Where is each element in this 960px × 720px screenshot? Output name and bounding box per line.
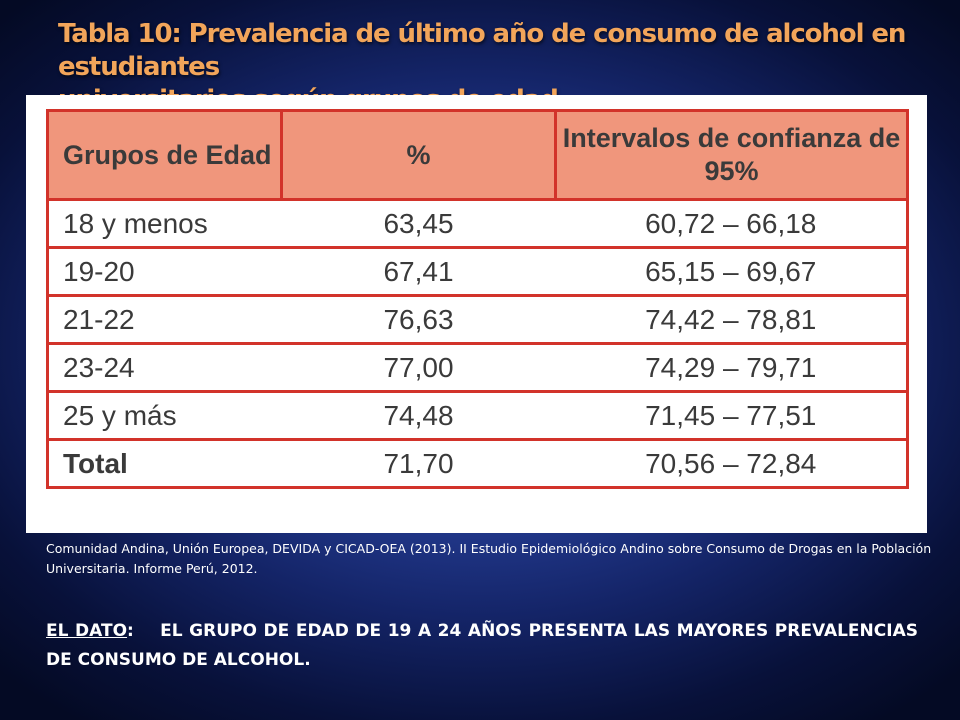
cell-interval: 74,29 – 79,71 <box>555 342 909 393</box>
cell-percent: 74,48 <box>281 390 556 441</box>
table-row: 19-20 67,41 65,15 – 69,67 <box>46 246 909 297</box>
cell-percent: 77,00 <box>281 342 556 393</box>
header-grupos-de-edad: Grupos de Edad <box>46 109 283 201</box>
table-header-row: Grupos de Edad % Intervalos de confianza… <box>46 109 909 201</box>
header-intervalos: Intervalos de confianza de 95% <box>554 109 909 201</box>
cell-group: 23-24 <box>46 342 282 393</box>
table-row: 23-24 77,00 74,29 – 79,71 <box>46 342 909 393</box>
table-image-panel: Grupos de Edad % Intervalos de confianza… <box>26 95 927 533</box>
cell-interval-total: 70,56 – 72,84 <box>555 438 909 489</box>
table-row: 18 y menos 63,45 60,72 – 66,18 <box>46 198 909 249</box>
cell-percent: 67,41 <box>281 246 556 297</box>
cell-group: 21-22 <box>46 294 282 345</box>
cell-percent: 63,45 <box>281 198 556 249</box>
cell-group-total: Total <box>46 438 282 489</box>
header-percent: % <box>280 109 557 201</box>
el-dato-text: EL GRUPO DE EDAD DE 19 A 24 AÑOS PRESENT… <box>46 621 918 670</box>
cell-interval: 74,42 – 78,81 <box>555 294 909 345</box>
table-row: 21-22 76,63 74,42 – 78,81 <box>46 294 909 345</box>
prevalence-table: Grupos de Edad % Intervalos de confianza… <box>46 109 909 489</box>
cell-percent: 76,63 <box>281 294 556 345</box>
table-row-total: Total 71,70 70,56 – 72,84 <box>46 438 909 489</box>
source-citation: Comunidad Andina, Unión Europea, DEVIDA … <box>46 541 932 576</box>
el-dato-statement: EL DATO: EL GRUPO DE EDAD DE 19 A 24 AÑO… <box>46 621 918 670</box>
cell-group: 19-20 <box>46 246 282 297</box>
slide-title-line-1: Tabla 10: Prevalencia de último año de c… <box>58 19 906 82</box>
cell-group: 18 y menos <box>46 198 282 249</box>
el-dato-label: EL DATO <box>46 621 128 641</box>
cell-interval: 60,72 – 66,18 <box>555 198 909 249</box>
table-row: 25 y más 74,48 71,45 – 77,51 <box>46 390 909 441</box>
cell-interval: 65,15 – 69,67 <box>555 246 909 297</box>
cell-percent-total: 71,70 <box>281 438 556 489</box>
cell-group: 25 y más <box>46 390 282 441</box>
cell-interval: 71,45 – 77,51 <box>555 390 909 441</box>
